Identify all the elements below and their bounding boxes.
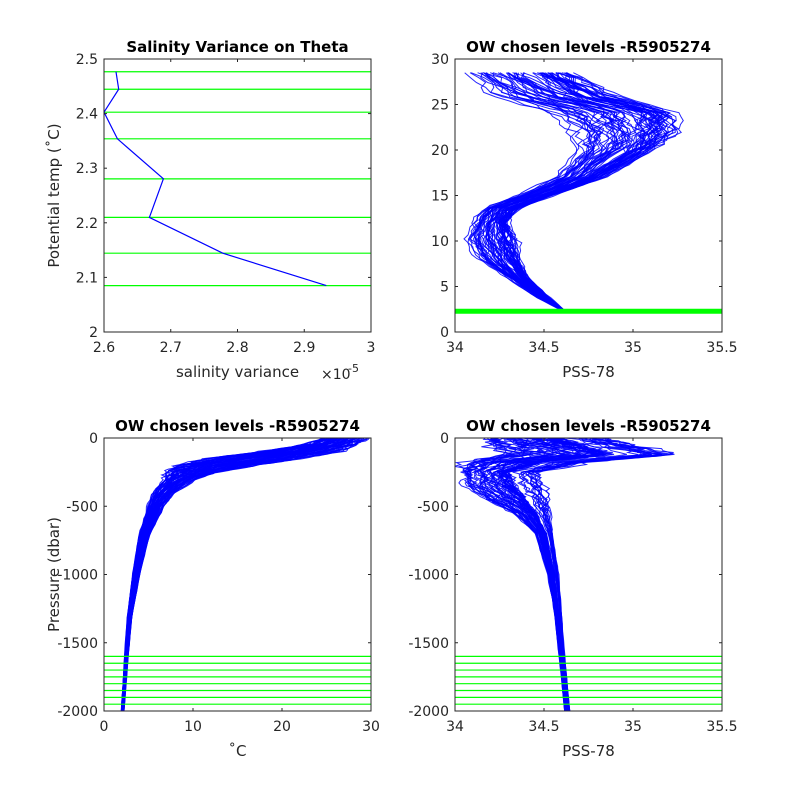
x-exponent-power: -5: [348, 362, 359, 375]
x-tick-label: 3: [367, 340, 376, 356]
x-tick-label: 30: [362, 719, 380, 735]
profile-line: [490, 72, 634, 313]
panels: 2.6 2.7 2.8 2.9 3 2 2.1 2.2 2.3 2.4 2.5 Salinity Va…: [45, 38, 738, 760]
chart-title: Salinity Variance on Theta: [126, 38, 348, 56]
profile-line: [475, 438, 567, 711]
y-tick-label: -2000: [57, 704, 98, 720]
x-tick-label: 35.5: [706, 340, 737, 356]
x-tick-label: 20: [273, 719, 291, 735]
x-axis-label: PSS-78: [562, 742, 615, 760]
y-axis-label: Pressure (dbar): [45, 517, 63, 632]
profile-line: [120, 438, 327, 711]
y-tick-label: 2: [89, 325, 98, 341]
chart-title: OW chosen levels -R5905274: [466, 38, 711, 56]
profile-line: [498, 438, 595, 711]
chart-title: OW chosen levels -R5905274: [115, 417, 360, 435]
x-tick-label: 2.7: [160, 340, 182, 356]
profile-line: [499, 72, 655, 313]
profile-line: [512, 438, 628, 711]
panel-4: 34 34.5 35 35.5 -2000 -1500 -1000 -500 0 OW chose…: [408, 417, 737, 760]
x-axis-label: salinity variance: [176, 363, 299, 381]
profile-line: [504, 72, 683, 313]
x-tick-label: 2.9: [293, 340, 315, 356]
y-tick-label: -500: [66, 499, 98, 515]
y-axis-label: Potential temp (˚C): [45, 123, 63, 267]
y-tick-label: 10: [431, 234, 449, 250]
plot-area: [104, 438, 371, 711]
chart-title: OW chosen levels -R5905274: [466, 417, 711, 435]
profile-line: [123, 438, 357, 711]
panel-3: 0 10 20 30 -2000 -1500 -1000 -500 0 OW chosen lev…: [45, 417, 380, 760]
x-axis-label: ˚C: [229, 742, 247, 760]
y-tick-label: 25: [431, 98, 449, 114]
x-tick-label: 0: [100, 719, 109, 735]
x-axis-label: PSS-78: [562, 363, 615, 381]
x-tick-label: 34.5: [528, 719, 559, 735]
profile-line: [463, 72, 584, 313]
profile-line: [501, 72, 662, 313]
x-tick-label: 34.5: [528, 340, 559, 356]
y-tick-label: -2000: [408, 704, 449, 720]
plot-area: [104, 71, 371, 287]
y-tick-label: 0: [440, 431, 449, 447]
y-tick-label: 2.3: [76, 161, 98, 177]
y-tick-label: 5: [440, 280, 449, 296]
panel-2: 34 34.5 35 35.5 0 5 10 15 20 25 30 OW chosen levels…: [431, 38, 737, 381]
plot-area: [455, 72, 722, 314]
x-tick-label: 35: [624, 719, 642, 735]
profile-line: [503, 438, 613, 711]
profile-line: [123, 438, 367, 711]
profile-line: [458, 438, 566, 711]
x-tick-label: 34: [446, 340, 464, 356]
variance-line: [104, 71, 327, 287]
y-tick-label: -1500: [57, 636, 98, 652]
y-tick-label: 2.1: [76, 270, 98, 286]
y-tick-label: 2.5: [76, 52, 98, 68]
profile-line: [483, 438, 569, 711]
profile-line: [529, 438, 673, 711]
profile-line: [121, 438, 331, 711]
plot-area: [455, 438, 722, 711]
y-tick-label: 2.4: [76, 107, 98, 123]
y-tick-label: -1000: [408, 568, 449, 584]
x-tick-label: 2.8: [226, 340, 248, 356]
y-tick-label: 0: [440, 325, 449, 341]
panel-1: 2.6 2.7 2.8 2.9 3 2 2.1 2.2 2.3 2.4 2.5 Salinity Va…: [45, 38, 375, 383]
y-tick-label: 20: [431, 143, 449, 159]
x-tick-label: 34: [446, 719, 464, 735]
profile-line: [122, 438, 346, 711]
x-tick-label: 35.5: [706, 719, 737, 735]
x-exponent-label: ×10: [321, 367, 351, 383]
profile-line: [476, 72, 607, 313]
profile-line: [469, 72, 596, 313]
x-tick-label: 2.6: [93, 340, 115, 356]
y-tick-label: 30: [431, 52, 449, 68]
x-tick-label: 35: [624, 340, 642, 356]
y-tick-label: -1500: [408, 636, 449, 652]
y-tick-label: 0: [89, 431, 98, 447]
y-tick-label: 15: [431, 189, 449, 205]
y-tick-label: -1000: [57, 568, 98, 584]
x-tick-label: 10: [184, 719, 202, 735]
y-tick-label: 2.2: [76, 216, 98, 232]
y-tick-label: -500: [417, 499, 449, 515]
